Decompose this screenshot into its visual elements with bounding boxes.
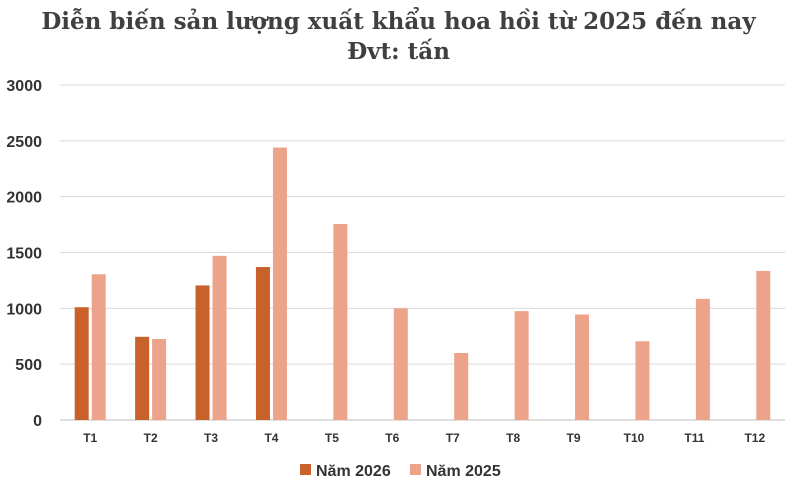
bar-series-1-t2 xyxy=(135,336,150,420)
bar-series-2-t11 xyxy=(695,298,710,420)
bar-series-2-t1 xyxy=(91,274,106,420)
x-tick-label: T10 xyxy=(624,431,645,445)
bar-series-2-t4 xyxy=(272,147,287,421)
x-tick-label: T11 xyxy=(684,431,704,445)
chart-subtitle: Đvt: tấn xyxy=(347,38,450,65)
x-tick-label: T6 xyxy=(385,431,399,445)
bar-series-2-t3 xyxy=(212,255,227,420)
bar-series-2-t2 xyxy=(152,339,167,420)
legend: Năm 2026 Năm 2025 xyxy=(300,463,501,480)
bar-series-2-t6 xyxy=(393,308,408,420)
y-tick-label: 1500 xyxy=(6,246,42,263)
bar-series-1-t1 xyxy=(74,307,89,420)
legend-swatch xyxy=(410,464,421,475)
x-tick-label: T1 xyxy=(83,431,97,445)
y-axis-ticks: 0 500 1000 1500 2000 2500 3000 xyxy=(6,78,42,430)
x-tick-label: T9 xyxy=(567,431,581,445)
x-axis-ticks: T1 T2 T3 T4 T5 T6 T7 T8 T9 T10 T11 T12 xyxy=(83,431,765,445)
bar-series-2-t7 xyxy=(454,353,469,420)
y-tick-label: 2500 xyxy=(6,134,42,151)
gridlines xyxy=(60,84,785,421)
y-tick-label: 0 xyxy=(33,413,42,430)
x-tick-label: T12 xyxy=(744,431,765,445)
chart-title: Diễn biến sản lượng xuất khẩu hoa hồi từ… xyxy=(41,8,756,35)
bar-series-2-t8 xyxy=(514,311,529,420)
legend-label: Năm 2025 xyxy=(426,463,501,480)
y-tick-label: 2000 xyxy=(6,190,42,207)
bar-series-1-t4 xyxy=(255,267,270,420)
y-tick-label: 1000 xyxy=(6,301,42,318)
bar-series-1-t3 xyxy=(195,285,210,420)
bar-series-2-t9 xyxy=(575,314,590,420)
x-tick-label: T7 xyxy=(446,431,460,445)
bars xyxy=(74,147,771,421)
bar-series-2-t10 xyxy=(635,341,650,420)
x-tick-label: T2 xyxy=(144,431,158,445)
y-tick-label: 500 xyxy=(15,357,42,374)
bar-series-2-t5 xyxy=(333,224,348,420)
bar-series-2-t12 xyxy=(756,270,771,420)
x-tick-label: T3 xyxy=(204,431,218,445)
x-tick-label: T5 xyxy=(325,431,339,445)
legend-label: Năm 2026 xyxy=(316,463,391,480)
x-tick-label: T8 xyxy=(506,431,520,445)
legend-swatch xyxy=(300,464,311,475)
x-tick-label: T4 xyxy=(264,431,278,445)
y-tick-label: 3000 xyxy=(6,78,42,95)
